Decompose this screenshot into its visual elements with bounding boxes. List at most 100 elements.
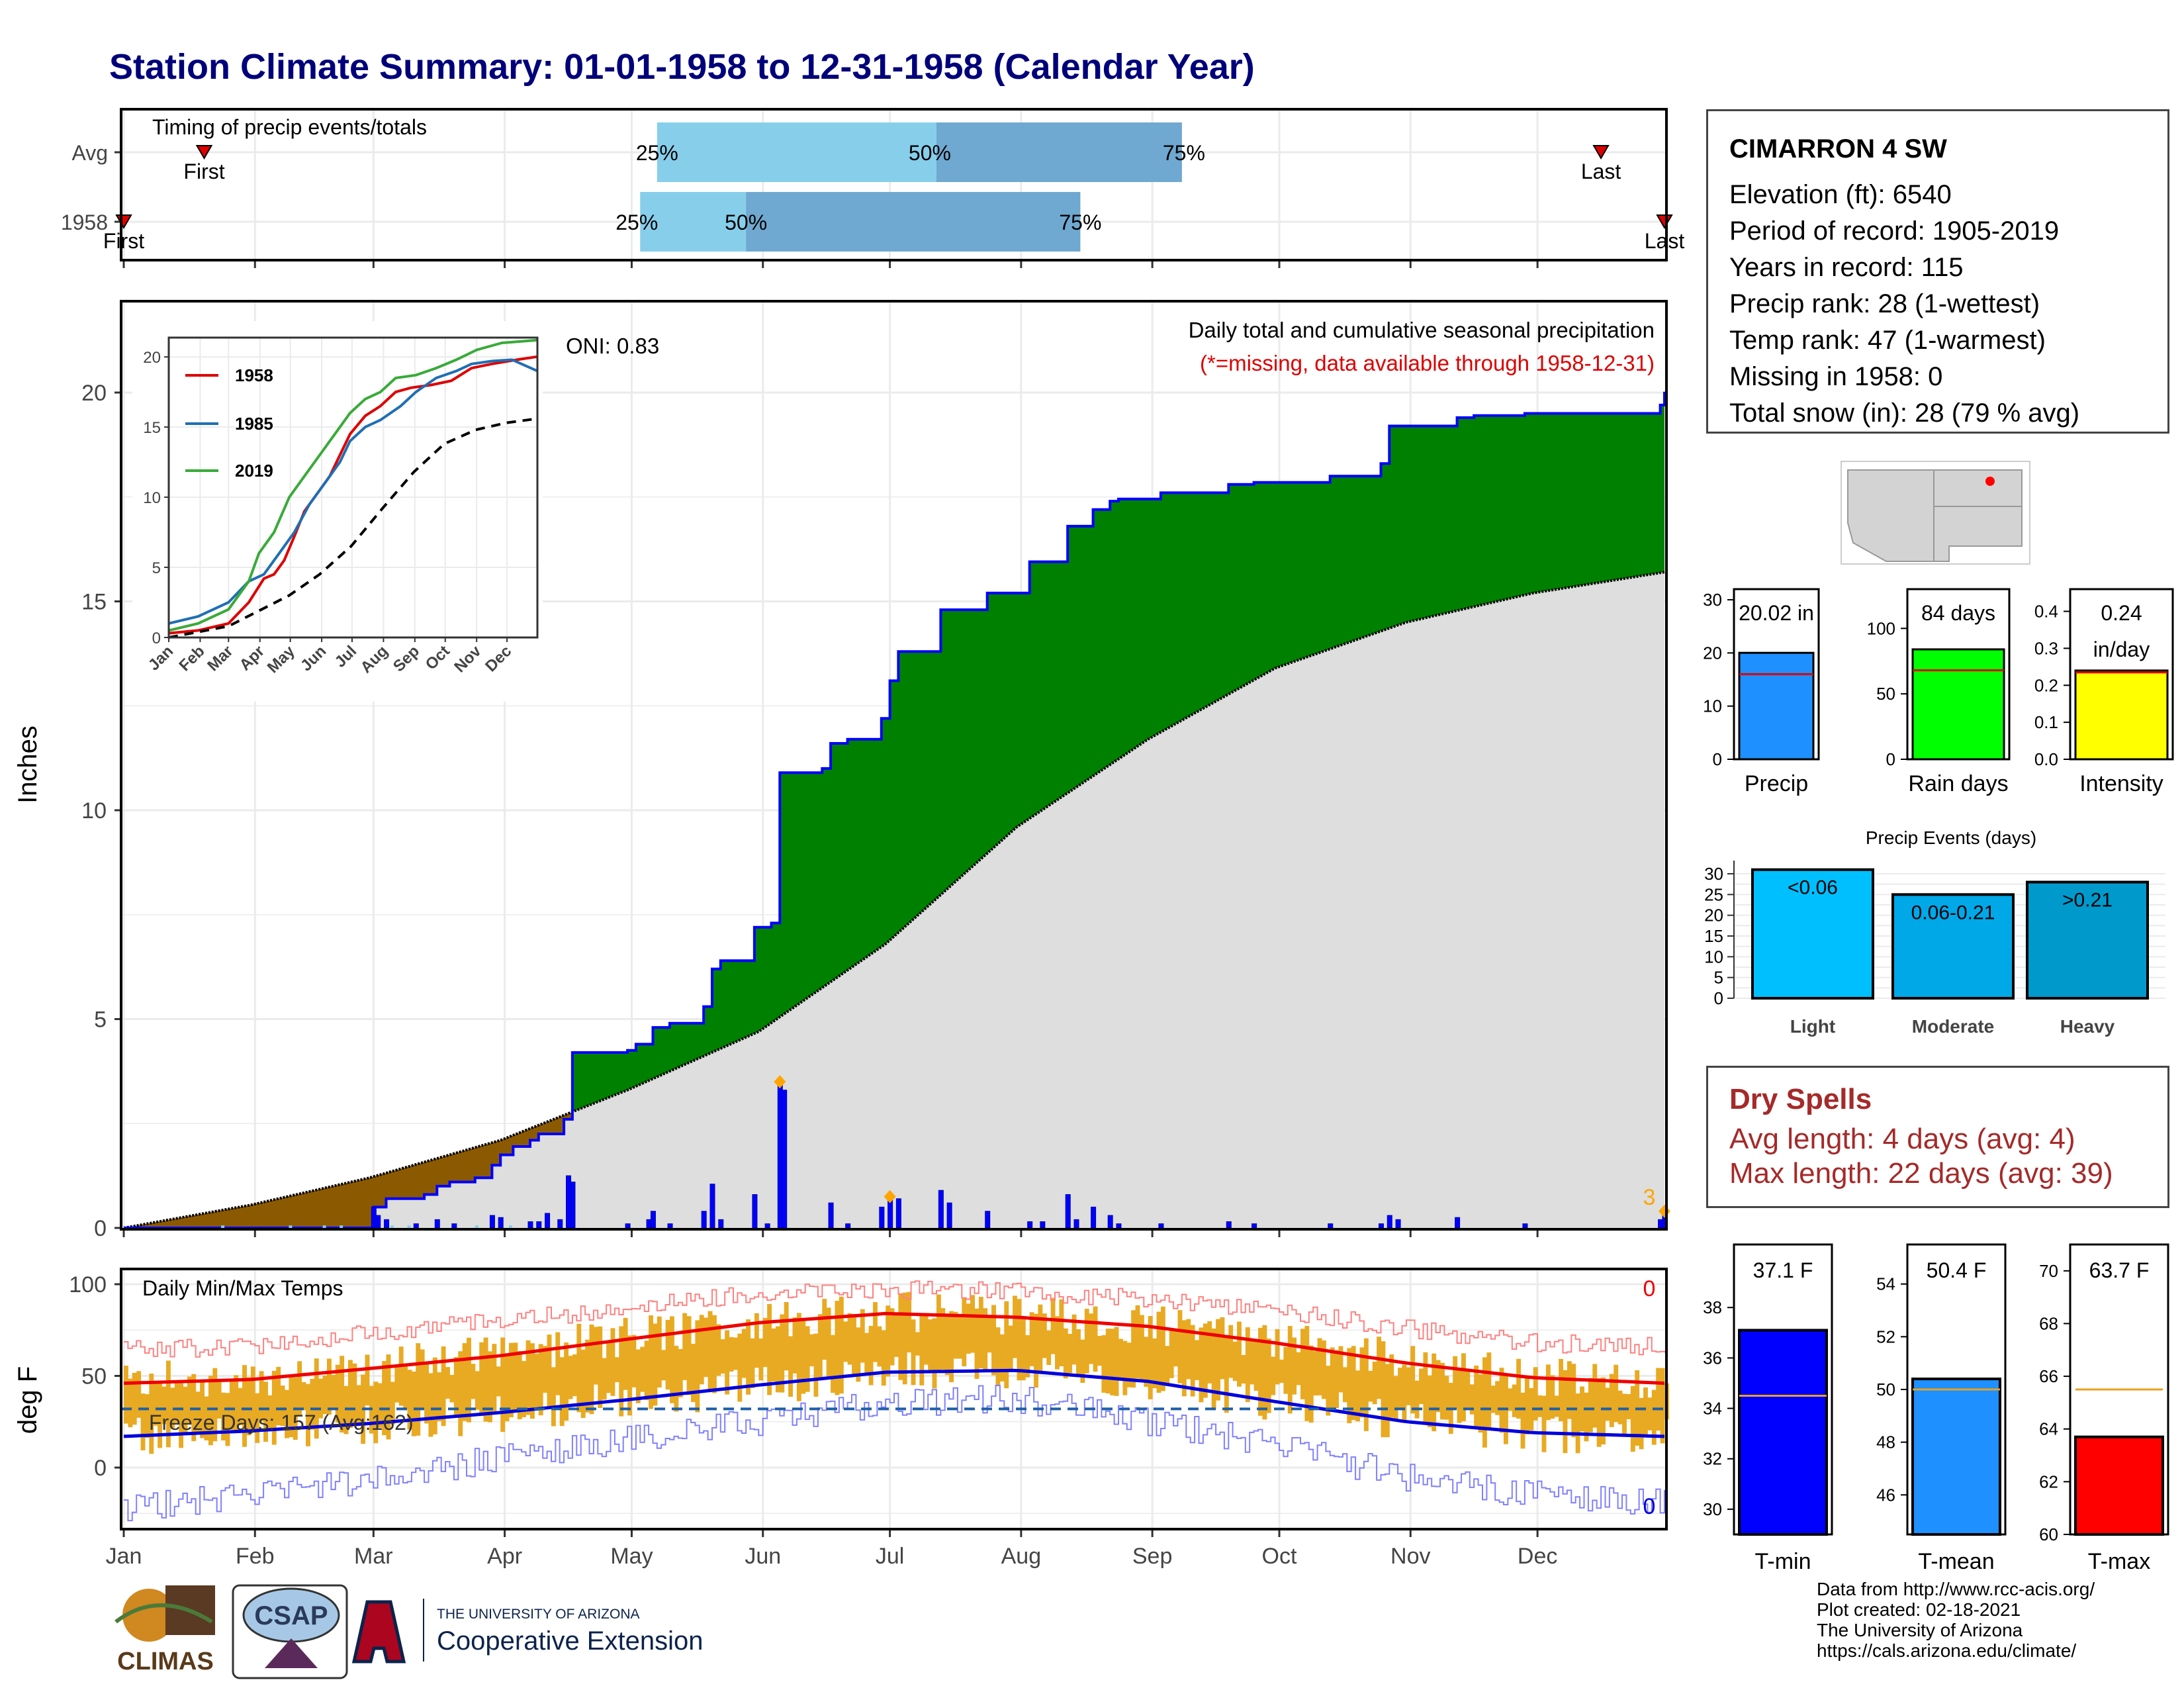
daily-temp-bar [174, 1383, 179, 1423]
oni-label: ONI: 0.83 [566, 334, 659, 358]
mini-tick-label: 0.4 [2034, 602, 2058, 622]
daily-temp-bar [1304, 1325, 1310, 1421]
daily-temp-bar [995, 1327, 1001, 1386]
daily-precip-bar [650, 1211, 656, 1229]
daily-temp-bar [1457, 1368, 1462, 1423]
daily-temp-bar [729, 1336, 734, 1372]
inset-y-tick-label: 15 [143, 419, 161, 437]
daily-temp-bar [1279, 1359, 1284, 1383]
daily-temp-bar [204, 1396, 209, 1440]
daily-temp-bar [767, 1303, 772, 1395]
daily-temp-bar [593, 1327, 598, 1385]
daily-temp-bar [784, 1301, 789, 1371]
daily-temp-bar [707, 1311, 713, 1393]
daily-temp-bar [805, 1326, 810, 1392]
daily-temp-bar [314, 1358, 319, 1439]
daily-precip-bar [451, 1223, 457, 1229]
daily-precip-bar [1065, 1194, 1071, 1229]
daily-temp-bar [1059, 1299, 1064, 1366]
daily-temp-bar [665, 1319, 670, 1390]
daily-temp-bar [437, 1372, 442, 1421]
y-tick-label: 20 [81, 381, 107, 406]
daily-temp-bar [780, 1314, 785, 1393]
daily-temp-bar [1177, 1310, 1183, 1383]
daily-temp-bar [1541, 1395, 1547, 1452]
daily-temp-bar [1435, 1360, 1441, 1413]
freeze-days-label: Freeze Days: 157 (Avg:162) [149, 1411, 414, 1434]
timing-panel-title: Timing of precip events/totals [152, 115, 427, 139]
daily-temp-bar [1199, 1327, 1204, 1403]
daily-temp-bar [674, 1346, 679, 1412]
daily-temp-bar [1330, 1347, 1335, 1412]
daily-temp-bar [915, 1332, 920, 1356]
temp-bar [2074, 1435, 2164, 1536]
daily-temp-bar [1313, 1350, 1318, 1396]
events-tick-label: 20 [1704, 906, 1723, 925]
daily-temp-bar [585, 1339, 590, 1413]
daily-precip-bar [536, 1221, 542, 1229]
daily-temp-bar [352, 1363, 357, 1425]
daily-precip-bar [1328, 1223, 1334, 1229]
daily-temp-bar [576, 1323, 582, 1413]
daily-temp-bar [165, 1360, 171, 1448]
daily-precip-bar [1395, 1219, 1401, 1229]
event-bar [2026, 880, 2149, 1000]
ua-big-text: Cooperative Extension [437, 1626, 703, 1656]
stat-line: Total snow (in): 28 (79 % avg) [1729, 399, 2080, 428]
daily-temp-bar [1232, 1341, 1238, 1382]
daily-temp-bar [614, 1357, 619, 1382]
temp-bar-label: T-max [2088, 1549, 2150, 1574]
credit-line: Data from http://www.rcc-acis.org/ [1817, 1579, 2095, 1599]
missing-data-note: (*=missing, data available through 1958-… [1200, 351, 1655, 375]
month-tick-label: Aug [1001, 1544, 1042, 1569]
daily-temp-bar [1093, 1306, 1098, 1372]
temp-bar-tick-label: 30 [1703, 1499, 1722, 1519]
station-location-dot [1985, 477, 1995, 486]
normal-precip-area [124, 572, 1664, 1228]
daily-temp-bar [1131, 1310, 1136, 1388]
daily-precip-bar [895, 1198, 901, 1229]
daily-temp-bar [161, 1386, 167, 1425]
daily-temp-bar [919, 1315, 925, 1385]
ua-small-text: THE UNIVERSITY OF ARIZONA [437, 1607, 640, 1622]
daily-temp-bar [1181, 1320, 1187, 1397]
events-tick-label: 15 [1704, 926, 1723, 946]
pct-label-25: 25% [636, 141, 678, 165]
daily-temp-bar [1529, 1387, 1534, 1430]
temp-bar-tick-label: 62 [2039, 1472, 2058, 1491]
mini-tick-label: 0 [1886, 749, 1895, 769]
daily-precip-bar [1251, 1223, 1257, 1229]
mini-bar-value-unit: in/day [2093, 637, 2150, 661]
daily-temp-bar [128, 1378, 133, 1428]
daily-temp-bar [356, 1385, 361, 1425]
daily-temp-bar [568, 1356, 573, 1399]
quartile-bar-25-50 [657, 122, 936, 182]
daily-temp-bar [301, 1382, 306, 1411]
daily-temp-bar [559, 1357, 565, 1427]
daily-temp-bar [877, 1326, 882, 1367]
snow-marker [390, 1225, 394, 1228]
event-bar [1751, 868, 1874, 1000]
daily-temp-bar [1469, 1384, 1475, 1415]
stat-line: Period of record: 1905-2019 [1729, 216, 2060, 246]
daily-temp-bar [1372, 1361, 1377, 1405]
normal-cumulative-line [123, 571, 1665, 1229]
daily-temp-bar [987, 1316, 992, 1353]
event-category-label: Light [1790, 1016, 1835, 1037]
daily-temp-bar [949, 1311, 954, 1383]
timing-marker-label: First [183, 160, 224, 183]
daily-temp-bar [318, 1378, 324, 1419]
month-tick-label: Jan [106, 1544, 142, 1569]
daily-temp-bar [623, 1317, 628, 1390]
mini-tick-label: 30 [1703, 590, 1722, 610]
daily-temp-bar [970, 1295, 976, 1353]
timing-marker [1592, 145, 1610, 160]
daily-temp-bar [246, 1377, 251, 1436]
events-tick-label: 0 [1714, 988, 1723, 1008]
daily-temp-bar [1152, 1338, 1158, 1389]
daily-temp-bar [496, 1366, 501, 1397]
daily-temp-bar [132, 1372, 137, 1425]
daily-temp-bar [394, 1364, 400, 1403]
precip-panel-border [120, 300, 1668, 1231]
